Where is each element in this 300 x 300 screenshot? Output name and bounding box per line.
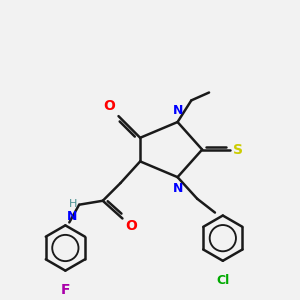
Text: N: N bbox=[67, 210, 77, 223]
Text: H: H bbox=[69, 199, 77, 209]
Text: N: N bbox=[173, 182, 184, 195]
Text: O: O bbox=[104, 99, 116, 113]
Text: S: S bbox=[233, 142, 243, 157]
Text: F: F bbox=[61, 284, 70, 297]
Text: N: N bbox=[173, 104, 184, 117]
Text: Cl: Cl bbox=[216, 274, 230, 286]
Text: O: O bbox=[125, 220, 137, 233]
